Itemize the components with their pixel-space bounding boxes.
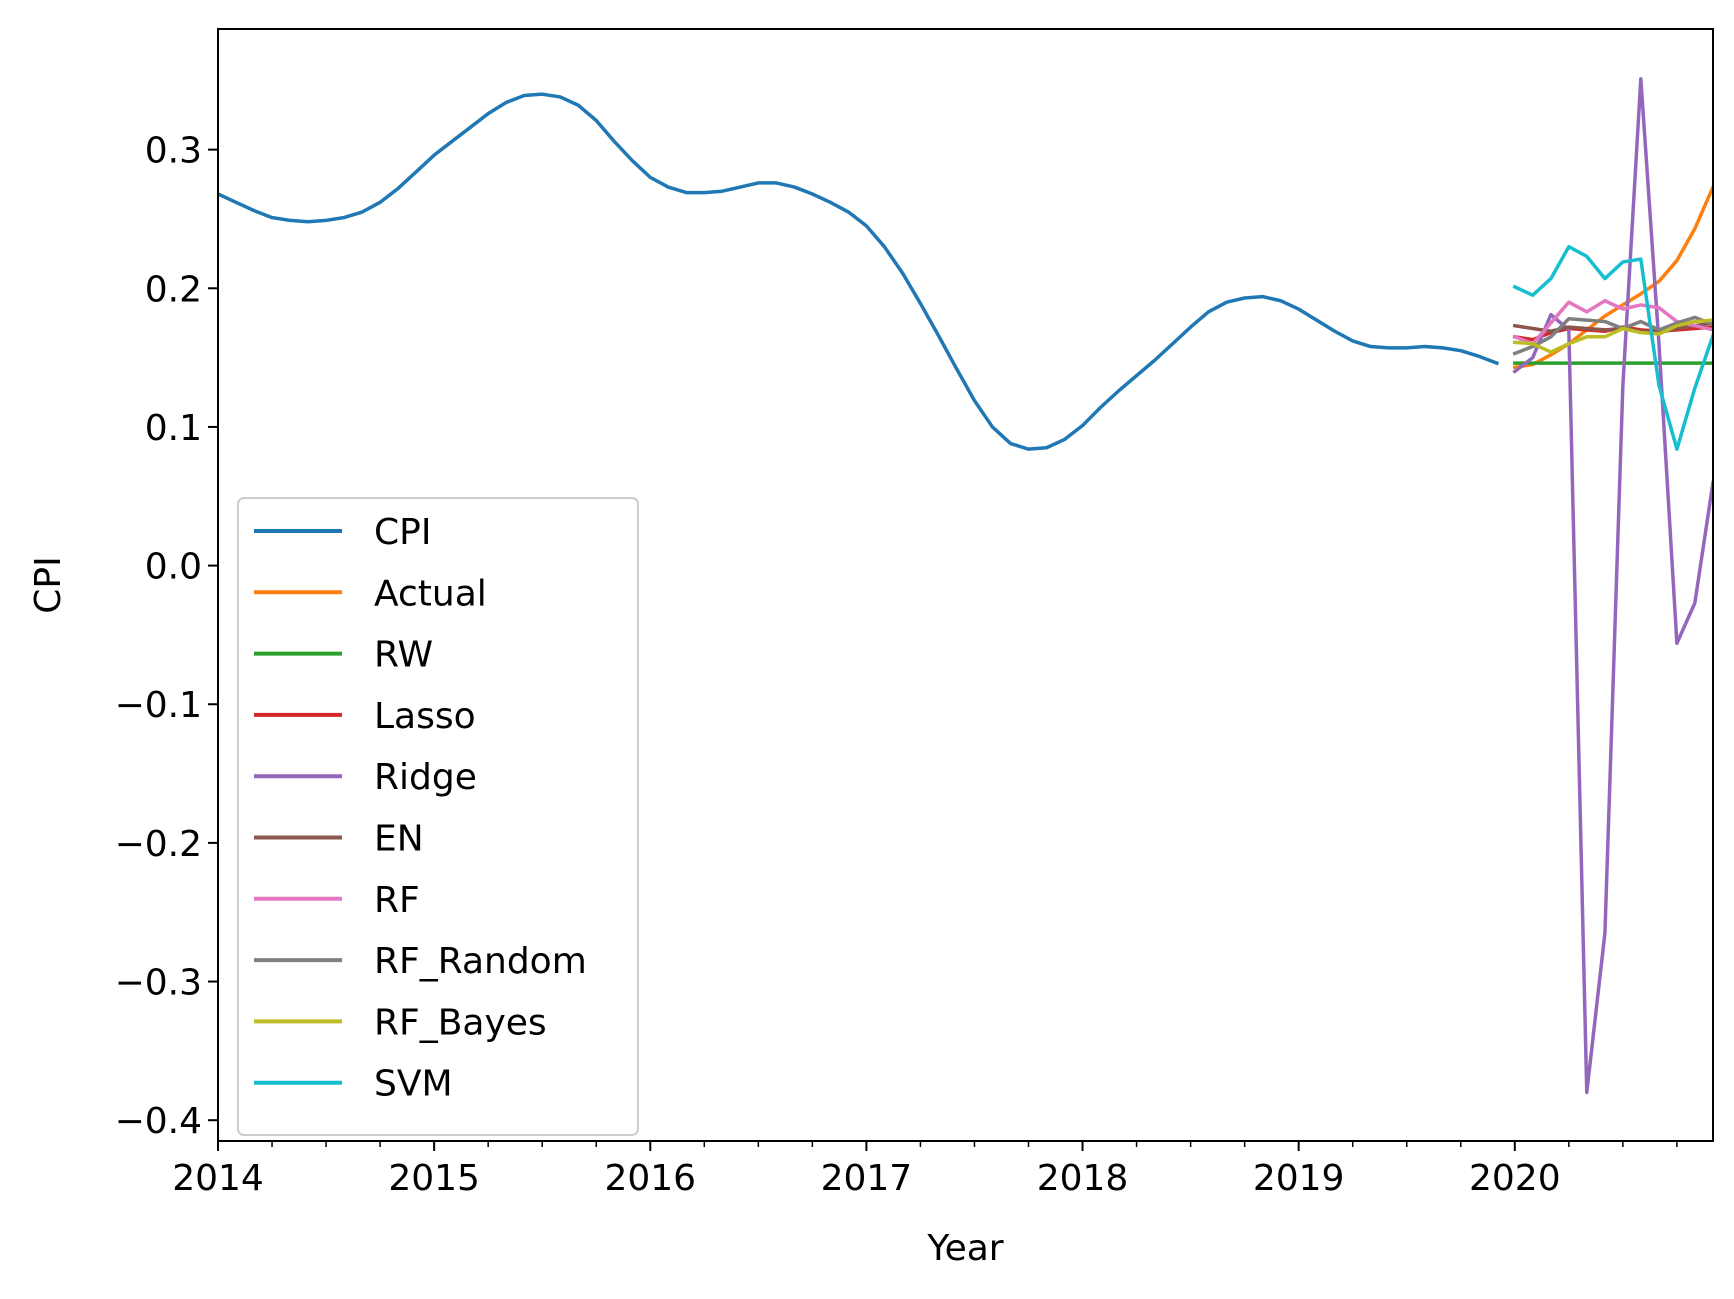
series-line-rf-bayes <box>1512 318 1713 354</box>
legend-label: RF <box>374 880 420 921</box>
x-tick-label: 2014 <box>172 1158 264 1199</box>
y-tick-label: 0.2 <box>145 269 202 310</box>
plot-frame <box>217 28 1714 1142</box>
series-line-ridge <box>1512 77 1713 1095</box>
series-line-rf-random <box>1512 315 1713 356</box>
legend-label: RF_Bayes <box>374 1002 547 1043</box>
axis-ticks: 2014 2015 2016 2017 2018 2019 2020 −0.4 −0.3 −0.2… <box>115 131 1678 1199</box>
x-tick-label: 2016 <box>604 1158 696 1199</box>
y-tick-label: −0.4 <box>115 1101 202 1142</box>
x-tick-label: 2018 <box>1037 1158 1129 1199</box>
y-axis-label: CPI <box>28 556 69 613</box>
x-tick-label: 2020 <box>1469 1158 1561 1199</box>
x-tick-label: 2019 <box>1253 1158 1345 1199</box>
series-line-cpi <box>218 92 1500 451</box>
series-line-en <box>1512 321 1713 335</box>
y-tick-label: 0.3 <box>145 131 202 172</box>
y-tick-label: 0.1 <box>145 408 202 449</box>
series-line-svm <box>1512 244 1713 451</box>
legend-label: Lasso <box>374 696 476 737</box>
y-tick-label: −0.1 <box>115 685 202 726</box>
series-line-actual <box>1512 184 1713 370</box>
legend-label: CPI <box>374 512 431 553</box>
y-tick-label: 0.0 <box>145 547 202 588</box>
x-tick-label: 2017 <box>821 1158 913 1199</box>
legend-label: RF_Random <box>374 941 587 982</box>
legend-label: RW <box>374 635 433 676</box>
x-tick-label: 2015 <box>388 1158 480 1199</box>
x-axis-label: Year <box>926 1228 1003 1269</box>
legend: CPI Actual RW Lasso Ridge EN RF RF_Random RF_Bay… <box>237 497 639 1136</box>
legend-box <box>237 497 639 1136</box>
series-lines <box>218 77 1713 1095</box>
legend-label: EN <box>374 819 424 860</box>
y-tick-label: −0.2 <box>115 824 202 865</box>
y-tick-label: −0.3 <box>115 963 202 1004</box>
legend-label: Ridge <box>374 757 477 798</box>
legend-label: Actual <box>374 573 487 614</box>
legend-label: SVM <box>374 1064 453 1105</box>
